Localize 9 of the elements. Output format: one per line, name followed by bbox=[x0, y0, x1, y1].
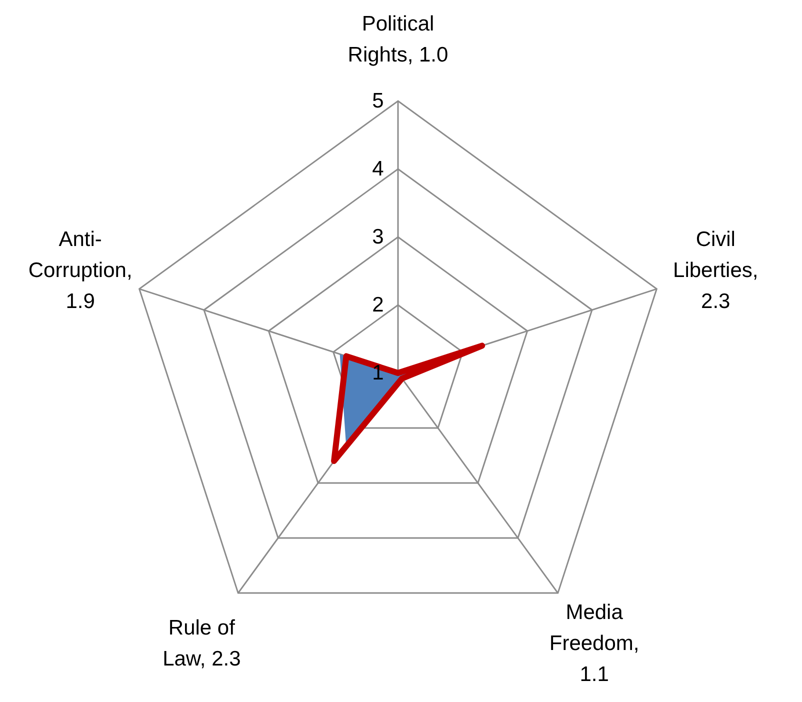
spoke-label: Media Freedom, 1.1 bbox=[549, 600, 640, 686]
y-tick-label: 3 bbox=[372, 226, 384, 248]
spoke-label: Anti-Corruption, 1.9 bbox=[28, 227, 132, 312]
spoke-label: Political Rights, 1.0 bbox=[348, 12, 448, 66]
spoke-label: Rule of Law, 2.3 bbox=[162, 616, 241, 670]
spoke-label: Civil Liberties, 2.3 bbox=[673, 227, 758, 312]
y-tick-label: 4 bbox=[372, 158, 384, 180]
y-tick-label: 5 bbox=[372, 90, 384, 112]
y-tick-label: 2 bbox=[372, 294, 384, 316]
